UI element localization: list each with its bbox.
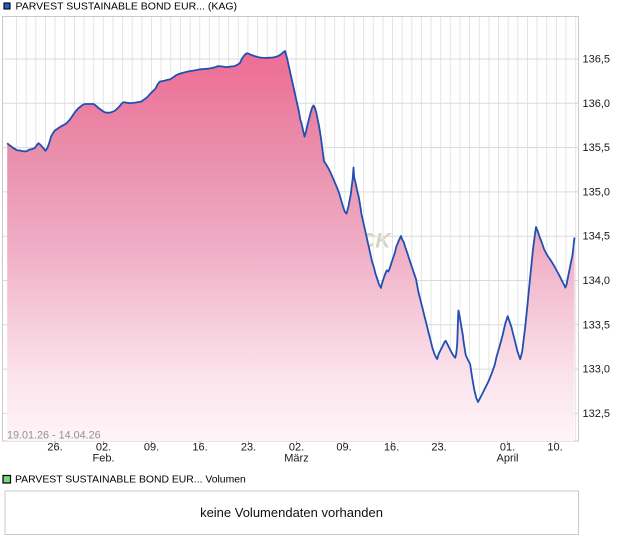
svg-text:136,0: 136,0 [583,98,611,110]
svg-text:135,0: 135,0 [583,186,611,198]
svg-text:19.01.26 - 14.04.26: 19.01.26 - 14.04.26 [7,430,101,442]
svg-text:133,5: 133,5 [583,319,611,331]
svg-text:09.: 09. [144,442,159,454]
svg-text:02.: 02. [289,442,304,454]
svg-text:136,5: 136,5 [583,54,611,66]
svg-text:134,5: 134,5 [583,231,611,243]
svg-text:132,5: 132,5 [583,408,611,420]
svg-text:01.: 01. [500,442,515,454]
svg-text:23.: 23. [241,442,256,454]
svg-text:16.: 16. [384,442,399,454]
svg-text:16.: 16. [192,442,207,454]
svg-text:26.: 26. [47,442,62,454]
svg-text:März: März [284,453,308,465]
svg-text:PARVEST SUSTAINABLE BOND EUR..: PARVEST SUSTAINABLE BOND EUR... (KAG) [16,1,238,13]
svg-text:keine Volumendaten vorhanden: keine Volumendaten vorhanden [200,505,383,520]
svg-text:133,0: 133,0 [583,364,611,376]
svg-text:134,0: 134,0 [583,275,611,287]
svg-text:135,5: 135,5 [583,142,611,154]
svg-text:23.: 23. [431,442,446,454]
svg-text:09.: 09. [336,442,351,454]
svg-text:10.: 10. [547,442,562,454]
svg-text:Feb.: Feb. [92,453,114,465]
svg-text:02.: 02. [96,442,111,454]
svg-text:PARVEST SUSTAINABLE BOND EUR..: PARVEST SUSTAINABLE BOND EUR... Volumen [15,475,246,486]
svg-text:April: April [496,453,518,465]
